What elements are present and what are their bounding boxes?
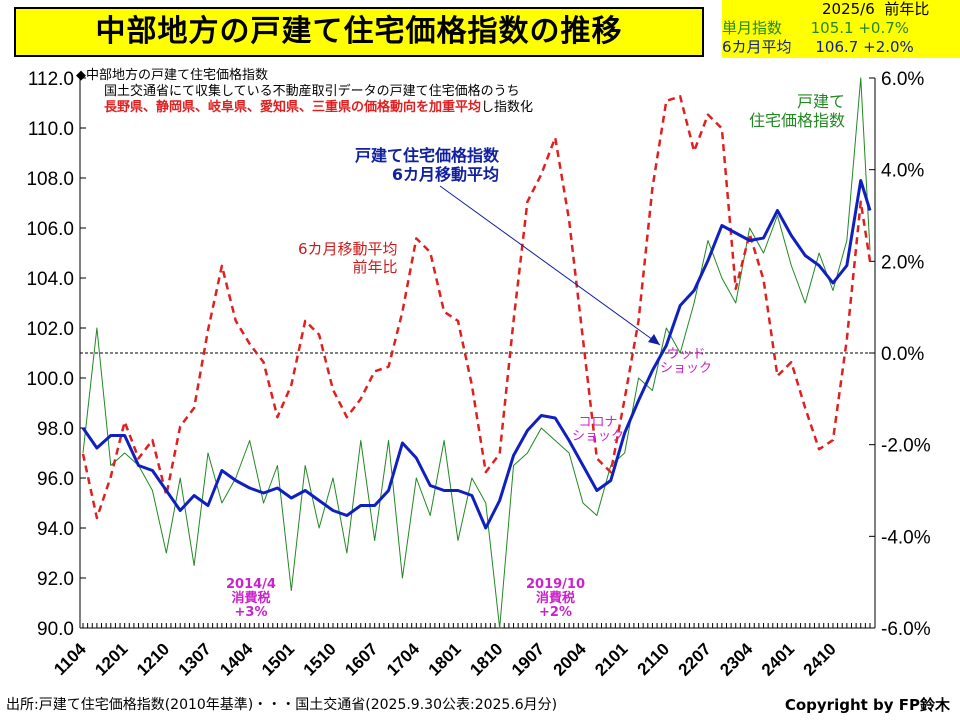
info-monthly-value: 105.1 <box>810 19 854 37</box>
x-tick-label: 1810 <box>466 639 506 679</box>
source-footer: 出所:戸建て住宅価格指数(2010年基準)・・・国土交通省(2025.9.30公… <box>6 697 558 713</box>
info-avg-yoy: +2.0% <box>863 38 914 56</box>
series-line-six-month-average <box>81 179 872 530</box>
x-tick-label: 2410 <box>800 639 840 679</box>
y-left-tick-label: 100.0 <box>26 369 74 390</box>
tax2019-label-3: +2% <box>539 605 572 620</box>
corona-label-2: ショック <box>572 429 625 444</box>
info-monthly-yoy: +0.7% <box>858 19 910 37</box>
note-line-3: 長野県、静岡県、岐阜県、愛知県、三重県の価格動向を加重平均し指数化 <box>104 100 533 115</box>
y-left-tick-label: 94.0 <box>37 519 74 540</box>
note-line-2: 国土交通省にて収集している不動産取引データの戸建て住宅価格のうち <box>104 84 520 99</box>
x-tick-label: 2101 <box>591 639 631 679</box>
x-tick-label: 1210 <box>133 639 173 679</box>
info-monthly-row: 単月指数 105.1 +0.7% <box>722 19 960 38</box>
corona-label-1: コロナ <box>578 415 618 430</box>
x-tick-label: 1404 <box>216 639 257 680</box>
y-right-tick-label: 2.0% <box>881 252 924 273</box>
yoy-label-2: 前年比 <box>352 258 398 276</box>
x-tick-label: 1704 <box>383 639 424 680</box>
x-tick-label: 1201 <box>91 639 131 679</box>
y-left-tick-label: 96.0 <box>37 469 74 490</box>
x-tick-label: 1510 <box>300 639 340 679</box>
x-tick-label: 2401 <box>758 639 798 679</box>
wood-shock-annotation: ウッド ショック <box>660 348 712 376</box>
y-left-tick-label: 102.0 <box>26 319 74 340</box>
x-tick-label: 2110 <box>634 639 674 679</box>
x-tick-label: 1607 <box>341 639 381 679</box>
x-tick-label: 1907 <box>508 639 548 679</box>
note-line-3-black: し指数化 <box>481 100 534 115</box>
series-line-yoy-change <box>81 95 872 520</box>
copyright: Copyright by FP鈴木 <box>784 696 950 714</box>
latest-values-box: 2025/6 前年比 単月指数 105.1 +0.7% 6カ月平均 106.7 … <box>722 0 960 58</box>
x-tick-label: 1307 <box>175 639 215 679</box>
tax2019-label-2: 消費税 <box>536 591 576 606</box>
y-left-tick-label: 106.0 <box>26 219 74 240</box>
y-left-tick-label: 90.0 <box>37 619 74 640</box>
y-right-tick-label: 6.0% <box>881 69 924 90</box>
x-tick-label: 2207 <box>675 639 715 679</box>
monthly-label-2: 住宅価格指数 <box>748 111 845 130</box>
tax-2014-annotation: 2014/4 消費税 +3% <box>226 578 276 620</box>
info-avg-label: 6カ月平均 <box>722 38 792 56</box>
tax2019-label-1: 2019/10 <box>526 577 586 592</box>
info-period: 2025/6 <box>822 0 875 18</box>
info-yoy-header: 前年比 <box>884 0 930 18</box>
y-right-tick-label: 0.0% <box>881 344 924 365</box>
x-tick-label: 1501 <box>258 639 298 679</box>
y-left-tick-label: 112.0 <box>28 69 74 90</box>
info-avg-row: 6カ月平均 106.7 +2.0% <box>722 38 960 57</box>
y-left-tick-label: 98.0 <box>37 419 74 440</box>
monthly-series-label: 戸建て 住宅価格指数 <box>735 92 845 130</box>
tax-2019-annotation: 2019/10 消費税 +2% <box>526 578 585 620</box>
y-right-tick-label: -4.0% <box>881 527 931 548</box>
yoy-label-1: 6カ月移動平均 <box>298 240 398 258</box>
x-tick-label: 1801 <box>425 639 465 679</box>
tax2014-label-3: +3% <box>234 605 268 620</box>
monthly-label-1: 戸建て <box>796 92 845 111</box>
corona-shock-annotation: コロナ ショック <box>572 416 624 444</box>
y-left-tick-label: 110.0 <box>28 119 74 140</box>
avg-series-label: 戸建て住宅価格指数 6カ月移動平均 <box>355 146 499 184</box>
note-line-3-red: 長野県、静岡県、岐阜県、愛知県、三重県の価格動向を加重平均 <box>104 100 482 115</box>
y-left-tick-label: 108.0 <box>26 169 74 190</box>
info-header: 2025/6 前年比 <box>722 0 960 19</box>
y-right-tick-label: -6.0% <box>881 619 931 640</box>
tax2014-label-2: 消費税 <box>231 591 271 606</box>
yoy-series-label: 6カ月移動平均 前年比 <box>298 240 398 276</box>
avg-label-2: 6カ月移動平均 <box>391 165 500 184</box>
wood-label-2: ショック <box>660 361 713 376</box>
info-monthly-label: 単月指数 <box>722 19 783 37</box>
avg-label-arrow <box>439 185 661 346</box>
info-avg-value: 106.7 <box>815 38 859 56</box>
y-left-tick-label: 104.0 <box>26 269 74 290</box>
x-tick-label: 2304 <box>716 639 757 680</box>
tax2014-label-1: 2014/4 <box>226 577 276 592</box>
chart-title: 中部地方の戸建て住宅価格指数の推移 <box>14 7 704 57</box>
y-right-tick-label: 4.0% <box>881 161 924 182</box>
x-tick-label: 2004 <box>550 639 591 680</box>
y-right-tick-label: -2.0% <box>881 436 931 457</box>
y-left-tick-label: 92.0 <box>37 569 74 590</box>
wood-label-1: ウッド <box>666 347 706 362</box>
avg-label-1: 戸建て住宅価格指数 <box>355 146 500 165</box>
arrow-head-icon <box>648 334 660 345</box>
x-tick-label: 1104 <box>50 639 90 679</box>
note-line-1: ◆中部地方の戸建て住宅価格指数 <box>76 68 268 83</box>
